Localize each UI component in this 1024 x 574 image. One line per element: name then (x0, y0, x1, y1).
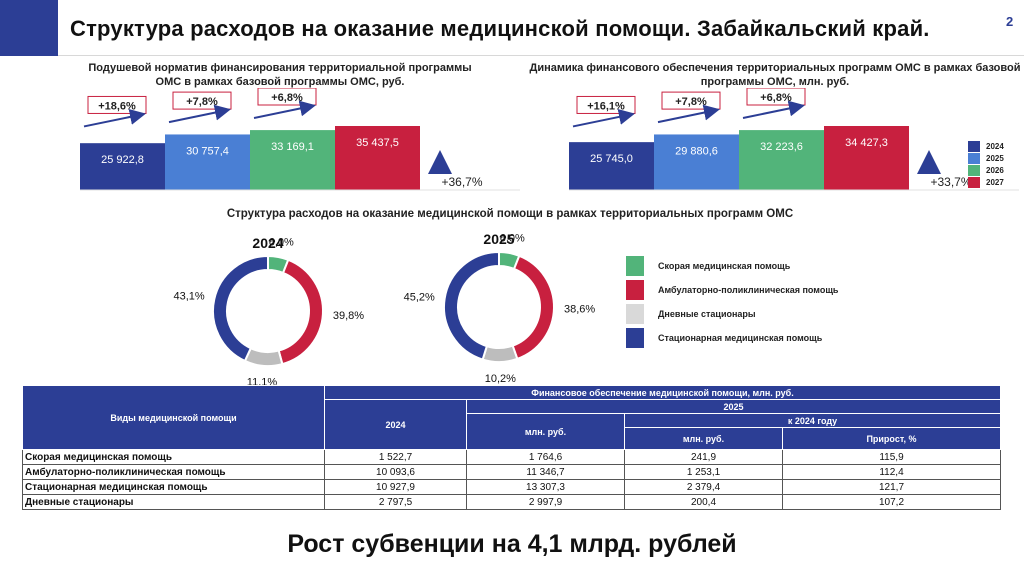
th-vs-2024: к 2024 году (623, 413, 1002, 428)
bar-chart-1-title: Подушевой норматив финансирования террит… (88, 62, 472, 88)
bar-value-label: 34 427,3 (845, 137, 888, 149)
th-mln-diff: млн. руб. (624, 427, 783, 450)
growth-arrow (253, 100, 316, 119)
table-row: Амбулаторно-поликлиническая помощь 10 09… (22, 464, 1002, 480)
legend-item-2026: 2026 (968, 164, 1004, 176)
bar-2024 (569, 142, 654, 190)
page-title: Структура расходов на оказание медицинск… (70, 16, 930, 41)
bar-value-label: 25 922,8 (101, 154, 144, 166)
th-2025: 2025 (465, 399, 1002, 414)
pie-value-label: 11,1% (247, 377, 278, 388)
bar-2026 (250, 130, 335, 190)
footer-headline: Рост субвенции на 4,1 млрд. рублей (287, 530, 737, 558)
bar-2025 (165, 134, 250, 190)
pie-legend: Скорая медицинская помощь Амбулаторно-по… (626, 254, 838, 350)
pie-year-title: 2024 (252, 235, 283, 251)
bar-2027 (824, 126, 909, 190)
total-growth-label: +36,7% (441, 175, 482, 189)
pie-legend-item-inpatient: Стационарная медицинская помощь (626, 326, 838, 350)
bar-value-label: 30 757,4 (186, 145, 229, 157)
corner-decoration (0, 0, 58, 56)
pies-title: Структура расходов на оказание медицинск… (226, 208, 794, 220)
pie-value-label: 10,2% (485, 373, 516, 385)
pie-legend-item-day-hospital: Дневные стационары (626, 302, 838, 326)
growth-arrow (742, 100, 805, 119)
pie-legend-item-outpatient: Амбулаторно-поликлиническая помощь (626, 278, 838, 302)
finance-table: Виды медицинской помощи Финансовое обесп… (22, 385, 1002, 510)
page-number: 2 (1006, 14, 1014, 29)
bar-chart-2: 25 745,0 29 880,6 32 223,6 34 427,3 +16,1% +7… (569, 88, 1019, 191)
table-row: Скорая медицинская помощь 1 522,7 1 764,… (22, 449, 1002, 465)
growth-label: +7,8% (675, 96, 707, 108)
pie-value-label: 43,1% (173, 291, 204, 303)
bar-legend: 2024 2025 2026 2027 (968, 140, 1004, 188)
th-growth: Прирост, % (781, 427, 1002, 450)
legend-item-2027: 2027 (968, 176, 1004, 188)
total-growth-label: +33,7% (930, 175, 971, 189)
bar-value-label: 29 880,6 (675, 145, 718, 157)
growth-label: +16,1% (587, 100, 625, 112)
table-row: Дневные стационары 2 797,5 2 997,9 200,4… (22, 494, 1002, 510)
growth-label: +7,8% (186, 96, 218, 108)
pie-value-label: 45,2% (404, 291, 435, 303)
bar-value-label: 25 745,0 (590, 153, 633, 165)
pie-value-label: 6,0% (269, 236, 294, 248)
th-2024: 2024 (324, 399, 467, 450)
growth-label: +6,8% (271, 92, 303, 104)
pie-slice (511, 254, 555, 361)
bar-value-label: 33 169,1 (271, 141, 314, 153)
pie-year-title: 2025 (483, 231, 514, 247)
growth-arrow (168, 104, 231, 124)
growth-arrow (83, 109, 146, 128)
bar-value-label: 32 223,6 (760, 141, 803, 153)
growth-arrow (657, 104, 720, 124)
pie-charts: 20246,0%39,8%11,1%43,1%20256,0%38,6%10,2… (173, 231, 595, 388)
legend-item-2024: 2024 (968, 140, 1004, 152)
pie-slice (481, 344, 519, 363)
pie-slice (443, 250, 500, 361)
bar-2027 (335, 126, 420, 190)
th-types: Виды медицинской помощи (22, 385, 325, 450)
bar-value-label: 35 437,5 (356, 137, 399, 149)
title-divider (58, 55, 1024, 56)
bar-2025 (654, 134, 739, 190)
bar-2024 (80, 143, 165, 190)
table-row: Стационарная медицинская помощь 10 927,9… (22, 479, 1002, 495)
legend-item-2025: 2025 (968, 152, 1004, 164)
th-mln: млн. руб. (466, 413, 625, 450)
growth-label: +6,8% (760, 92, 792, 104)
pie-slice (277, 258, 324, 366)
pie-legend-item-emergency: Скорая медицинская помощь (626, 254, 838, 278)
pie-slice (212, 254, 269, 363)
bar-chart-2-title: Динамика финансового обеспечения террито… (529, 62, 1021, 88)
growth-label: +18,6% (98, 100, 136, 112)
pie-value-label: 6,0% (500, 232, 525, 244)
bar-2026 (739, 130, 824, 190)
growth-arrow (572, 109, 635, 128)
pie-value-label: 39,8% (333, 310, 364, 322)
pie-value-label: 38,6% (564, 303, 595, 315)
bar-chart-1: 25 922,8 30 757,4 33 169,1 35 437,5 +18,6% +7… (80, 88, 520, 191)
th-financing: Финансовое обеспечение медицинской помощ… (323, 385, 1002, 400)
